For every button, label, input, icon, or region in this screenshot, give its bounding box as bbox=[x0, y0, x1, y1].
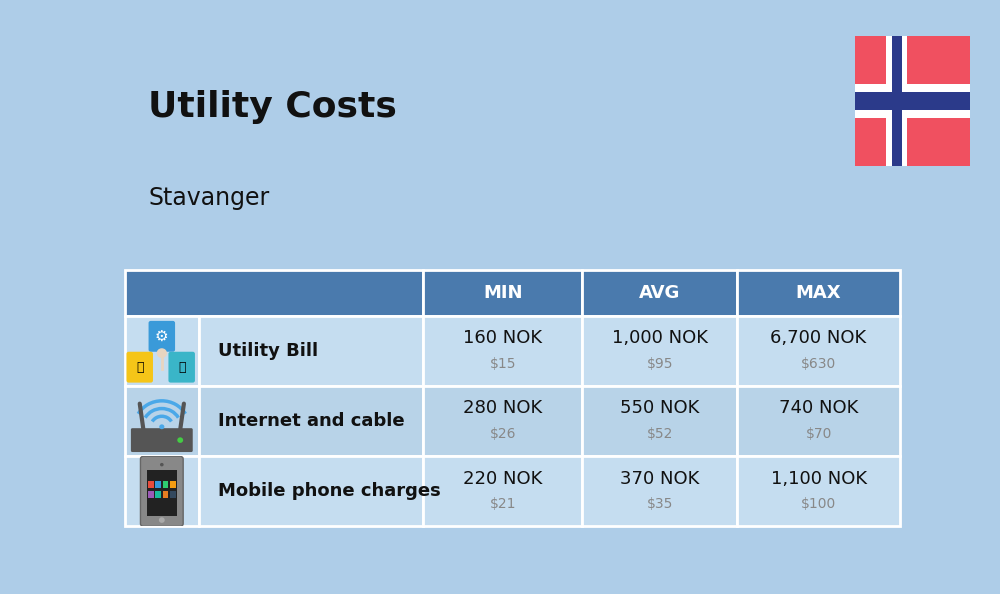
Bar bbox=[148, 491, 154, 498]
FancyBboxPatch shape bbox=[582, 316, 737, 386]
Circle shape bbox=[159, 517, 165, 523]
Text: $100: $100 bbox=[801, 497, 836, 511]
FancyBboxPatch shape bbox=[423, 456, 582, 526]
Text: 220 NOK: 220 NOK bbox=[463, 469, 542, 488]
Text: 370 NOK: 370 NOK bbox=[620, 469, 699, 488]
FancyBboxPatch shape bbox=[423, 316, 582, 386]
Text: Stavanger: Stavanger bbox=[148, 185, 270, 210]
Text: $26: $26 bbox=[490, 427, 516, 441]
Circle shape bbox=[160, 463, 164, 466]
Bar bbox=[155, 481, 161, 488]
FancyBboxPatch shape bbox=[423, 386, 582, 456]
FancyBboxPatch shape bbox=[199, 316, 423, 386]
Text: Internet and cable: Internet and cable bbox=[218, 412, 405, 430]
FancyBboxPatch shape bbox=[737, 270, 900, 316]
Text: 550 NOK: 550 NOK bbox=[620, 399, 699, 418]
Text: 1,000 NOK: 1,000 NOK bbox=[612, 329, 708, 347]
Text: 280 NOK: 280 NOK bbox=[463, 399, 542, 418]
Text: 💧: 💧 bbox=[178, 361, 185, 374]
Text: $35: $35 bbox=[647, 497, 673, 511]
Text: 1,100 NOK: 1,100 NOK bbox=[771, 469, 867, 488]
Circle shape bbox=[177, 437, 183, 443]
FancyBboxPatch shape bbox=[199, 386, 423, 456]
Text: $70: $70 bbox=[805, 427, 832, 441]
Text: 6,700 NOK: 6,700 NOK bbox=[770, 329, 867, 347]
FancyBboxPatch shape bbox=[125, 316, 199, 386]
Text: ⚙: ⚙ bbox=[155, 329, 169, 344]
Bar bbox=[892, 36, 902, 166]
FancyBboxPatch shape bbox=[582, 456, 737, 526]
Bar bbox=[155, 491, 161, 498]
Text: 🔌: 🔌 bbox=[136, 361, 143, 374]
FancyBboxPatch shape bbox=[582, 270, 737, 316]
Bar bbox=[170, 481, 176, 488]
Text: $15: $15 bbox=[490, 357, 516, 371]
Bar bbox=[855, 92, 970, 110]
Bar bbox=[163, 481, 168, 488]
Text: Mobile phone charges: Mobile phone charges bbox=[218, 482, 441, 500]
FancyBboxPatch shape bbox=[737, 456, 900, 526]
Circle shape bbox=[159, 424, 164, 429]
FancyBboxPatch shape bbox=[199, 456, 423, 526]
Text: 160 NOK: 160 NOK bbox=[463, 329, 542, 347]
Bar bbox=[170, 491, 176, 498]
FancyBboxPatch shape bbox=[126, 352, 153, 383]
FancyBboxPatch shape bbox=[168, 352, 195, 383]
FancyBboxPatch shape bbox=[140, 456, 183, 526]
FancyBboxPatch shape bbox=[125, 386, 199, 456]
FancyBboxPatch shape bbox=[423, 270, 582, 316]
Text: $630: $630 bbox=[801, 357, 836, 371]
FancyBboxPatch shape bbox=[582, 386, 737, 456]
Bar bbox=[163, 491, 168, 498]
Text: $95: $95 bbox=[646, 357, 673, 371]
FancyBboxPatch shape bbox=[147, 470, 177, 516]
Text: AVG: AVG bbox=[639, 284, 680, 302]
FancyBboxPatch shape bbox=[149, 321, 175, 352]
Text: $21: $21 bbox=[490, 497, 516, 511]
Text: Utility Bill: Utility Bill bbox=[218, 342, 318, 360]
FancyBboxPatch shape bbox=[131, 428, 193, 452]
Bar bbox=[855, 84, 970, 118]
FancyBboxPatch shape bbox=[125, 456, 199, 526]
Bar bbox=[886, 36, 907, 166]
Circle shape bbox=[157, 348, 167, 358]
FancyBboxPatch shape bbox=[125, 270, 423, 316]
Text: MIN: MIN bbox=[483, 284, 523, 302]
Text: $52: $52 bbox=[647, 427, 673, 441]
FancyBboxPatch shape bbox=[737, 316, 900, 386]
FancyBboxPatch shape bbox=[737, 386, 900, 456]
Bar bbox=[148, 481, 154, 488]
Text: Utility Costs: Utility Costs bbox=[148, 90, 397, 124]
Text: 740 NOK: 740 NOK bbox=[779, 399, 858, 418]
Text: MAX: MAX bbox=[796, 284, 841, 302]
